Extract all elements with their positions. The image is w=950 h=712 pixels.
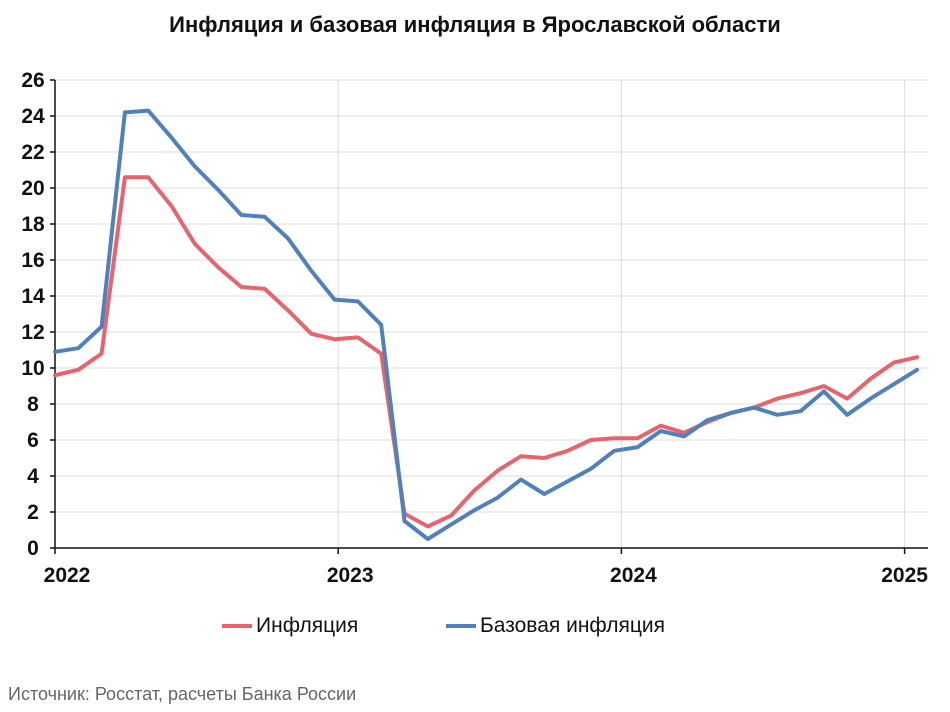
legend-item-inflation: Инфляция — [222, 614, 358, 638]
x-tick-label: 2022 — [44, 564, 91, 587]
legend-swatch-inflation — [222, 624, 252, 628]
y-tick-label: 10 — [21, 357, 44, 380]
y-tick-label: 6 — [27, 429, 39, 452]
chart-title: Инфляция и базовая инфляция в Ярославско… — [169, 12, 781, 37]
series-line-core-inflation — [53, 108, 920, 541]
y-tick-label: 14 — [21, 285, 45, 308]
y-tick-label: 4 — [27, 465, 39, 488]
legend-item-core-inflation: Базовая инфляция — [446, 614, 665, 638]
y-tick-label: 16 — [21, 249, 44, 272]
y-tick-label: 24 — [21, 105, 45, 128]
y-tick-label: 2 — [27, 501, 39, 524]
y-tick-label: 20 — [21, 177, 44, 200]
y-tick-label: 26 — [21, 69, 44, 92]
legend-swatch-core-inflation — [446, 624, 476, 628]
y-tick-label: 12 — [21, 321, 44, 344]
y-tick-label: 0 — [27, 537, 39, 560]
y-tick-label: 22 — [21, 141, 44, 164]
x-tick-label: 2024 — [610, 564, 657, 587]
legend-label-inflation: Инфляция — [256, 614, 359, 637]
source-note: Источник: Росстат, расчеты Банка России — [8, 684, 357, 704]
y-tick-label: 18 — [21, 213, 45, 236]
series-line-inflation — [53, 175, 920, 529]
x-tick-label: 2023 — [327, 564, 374, 587]
y-tick-label: 8 — [27, 393, 39, 416]
x-tick-label: 2025 — [881, 564, 928, 587]
legend-label-core-inflation: Базовая инфляция — [480, 614, 666, 637]
